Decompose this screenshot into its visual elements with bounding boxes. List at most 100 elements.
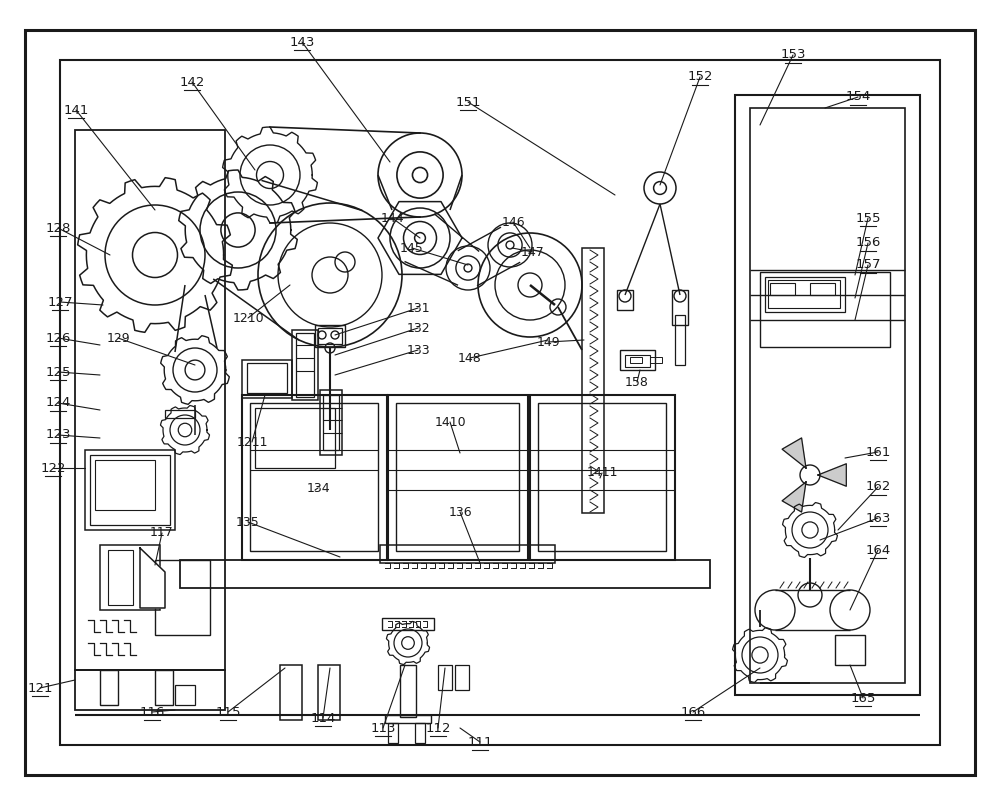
Bar [650, 357, 662, 363]
Bar [530, 395, 675, 560]
Bar [582, 248, 604, 513]
Bar [255, 408, 335, 468]
Bar [250, 403, 378, 551]
Bar [630, 357, 642, 363]
Text: 121: 121 [27, 682, 53, 695]
Bar [320, 390, 342, 455]
Text: 149: 149 [536, 335, 560, 349]
Bar [280, 665, 302, 720]
Text: 147: 147 [521, 245, 545, 258]
Text: 132: 132 [406, 322, 430, 334]
Text: 163: 163 [865, 512, 891, 525]
Text: 154: 154 [845, 91, 871, 103]
Bar [388, 395, 528, 560]
Bar [768, 280, 840, 308]
Text: 111: 111 [467, 735, 493, 748]
Text: 164: 164 [865, 544, 891, 557]
Bar [810, 283, 835, 295]
Bar [95, 460, 155, 510]
Text: 117: 117 [150, 526, 174, 540]
Bar [100, 545, 160, 610]
Text: 161: 161 [865, 445, 891, 459]
Text: 1411: 1411 [586, 467, 618, 480]
Bar [835, 635, 865, 665]
Bar [175, 685, 195, 705]
Text: 151: 151 [455, 95, 481, 108]
Text: 165: 165 [850, 691, 876, 704]
Text: 123: 123 [45, 428, 71, 441]
Bar [165, 410, 195, 418]
Bar [770, 283, 795, 295]
Text: 1210: 1210 [232, 311, 264, 325]
Text: 128: 128 [45, 221, 71, 234]
Polygon shape [782, 438, 806, 468]
Bar [455, 665, 469, 690]
Text: 153: 153 [780, 48, 806, 62]
Bar [100, 670, 118, 705]
Bar [760, 272, 890, 347]
Bar [675, 315, 685, 365]
Text: 136: 136 [448, 505, 472, 519]
Bar [242, 360, 292, 398]
Bar [538, 403, 666, 551]
Text: 133: 133 [406, 343, 430, 357]
Bar [90, 455, 170, 525]
Bar [155, 560, 210, 635]
Bar [296, 333, 314, 397]
Text: 112: 112 [425, 722, 451, 735]
Bar [292, 330, 318, 400]
Polygon shape [782, 482, 806, 512]
Bar [155, 670, 173, 705]
Bar [242, 395, 387, 560]
Text: 134: 134 [306, 481, 330, 495]
Bar [315, 325, 345, 347]
Bar [247, 363, 287, 393]
Bar [318, 665, 340, 720]
Bar [765, 277, 845, 312]
Bar [438, 665, 452, 690]
Text: 114: 114 [310, 711, 336, 724]
Bar [380, 545, 555, 563]
Text: 1211: 1211 [236, 435, 268, 448]
Bar [388, 723, 398, 743]
Text: 166: 166 [680, 706, 706, 719]
Bar [400, 665, 416, 717]
Bar [620, 350, 655, 370]
Bar [75, 670, 225, 710]
Text: 155: 155 [855, 212, 881, 225]
Bar [750, 108, 905, 683]
Text: 148: 148 [458, 351, 482, 364]
Text: 158: 158 [625, 375, 649, 388]
Text: 141: 141 [63, 103, 89, 116]
Bar [318, 328, 342, 344]
Bar [85, 450, 175, 530]
Text: 127: 127 [47, 295, 73, 309]
Text: 126: 126 [45, 331, 71, 345]
Text: 122: 122 [40, 461, 66, 475]
Bar [735, 95, 920, 695]
Text: 143: 143 [289, 35, 315, 48]
Text: 115: 115 [215, 706, 241, 719]
Text: 156: 156 [855, 237, 881, 249]
Polygon shape [140, 548, 165, 608]
Text: 129: 129 [106, 331, 130, 345]
Text: 1410: 1410 [434, 415, 466, 428]
Bar [60, 60, 940, 745]
Text: 157: 157 [855, 258, 881, 272]
Bar [382, 618, 434, 630]
Bar [625, 355, 650, 367]
Text: 124: 124 [45, 396, 71, 410]
Bar [672, 290, 688, 325]
Text: 142: 142 [179, 75, 205, 88]
Bar [415, 723, 425, 743]
Bar [396, 403, 519, 551]
Text: 146: 146 [501, 216, 525, 229]
Polygon shape [818, 464, 846, 486]
Text: 144: 144 [380, 212, 404, 225]
Bar [323, 395, 339, 450]
Text: 125: 125 [45, 366, 71, 379]
Bar [75, 130, 225, 670]
Text: 116: 116 [139, 706, 165, 719]
Text: 131: 131 [406, 302, 430, 314]
Text: 162: 162 [865, 480, 891, 493]
